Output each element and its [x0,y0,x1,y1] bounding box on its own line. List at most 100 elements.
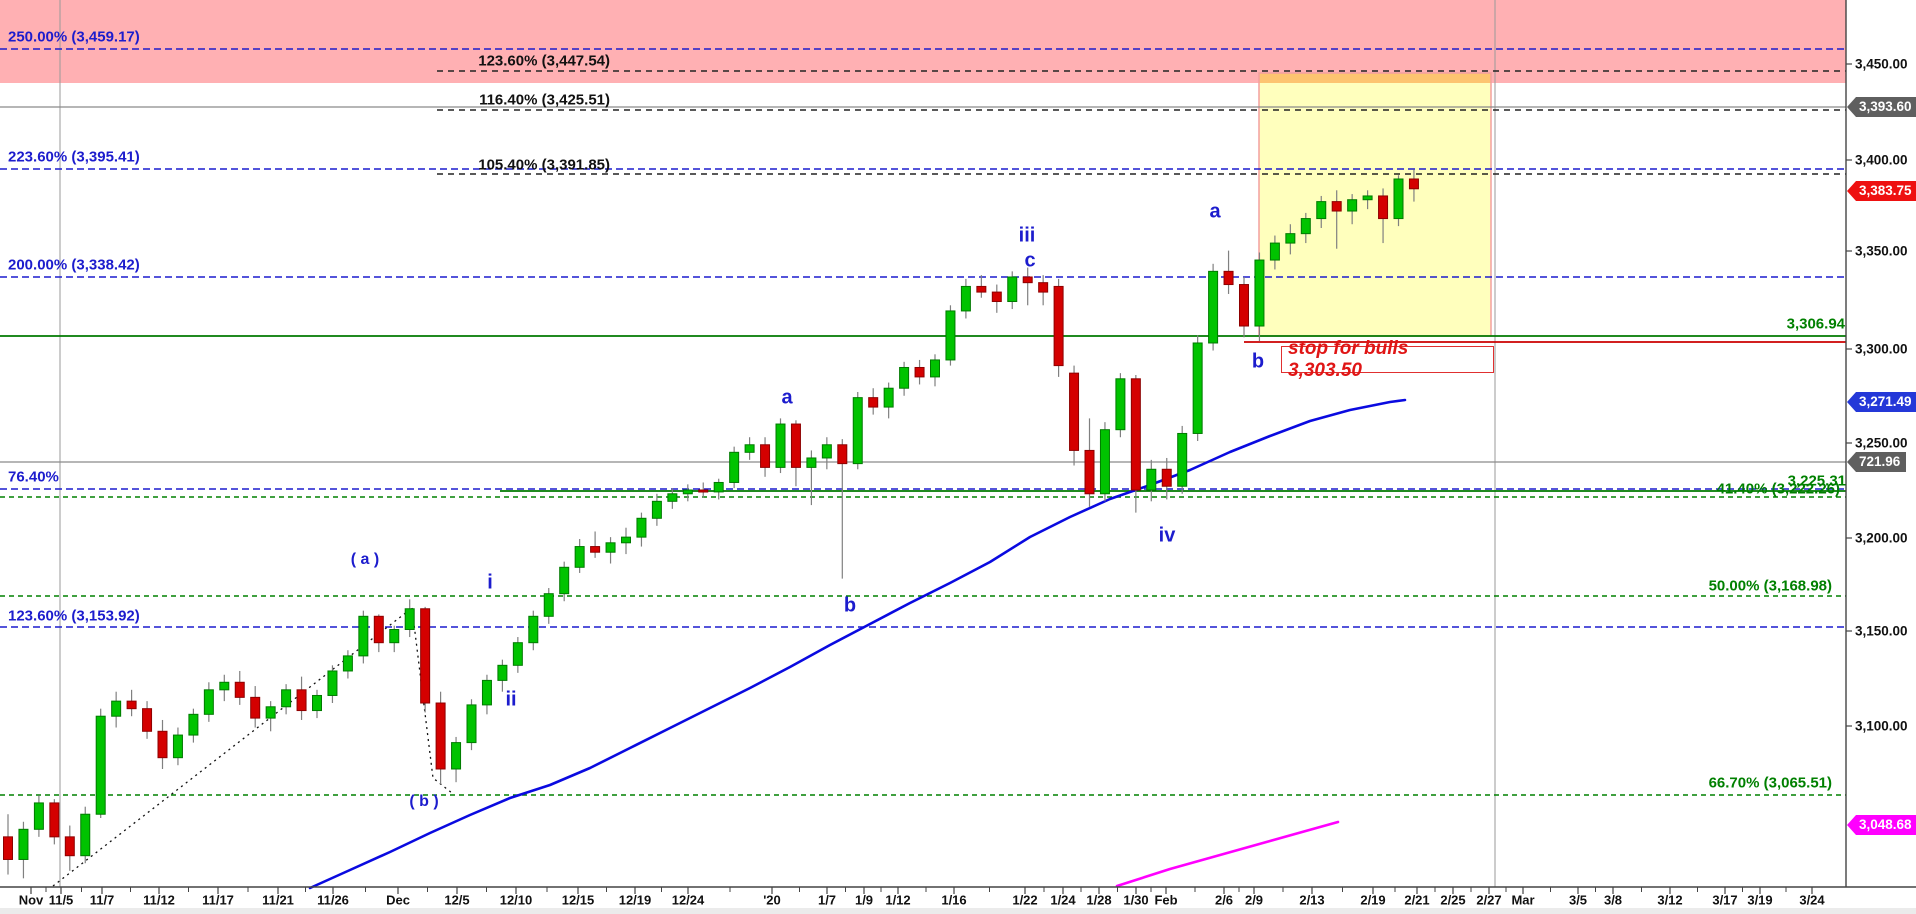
date-axis-label: 3/5 [1568,892,1588,908]
candle-body [95,715,106,815]
candle-body [945,310,956,361]
fib-level-label: 3,225.31 [1787,472,1846,490]
candle-body [991,291,1002,303]
date-axis-label: 2/6 [1214,892,1234,908]
candle-body [636,517,647,538]
date-axis-label: 3/12 [1657,892,1683,908]
date-axis-label: Mar [1511,892,1535,908]
elliott-wave-label: ii [505,688,517,711]
date-axis-label: Nov [18,892,44,908]
price-axis-badge: 721.96 [1847,452,1907,472]
date-axis-label: 1/30 [1123,892,1149,908]
date-axis-label: 11/21 [262,892,294,908]
candle-body [1300,218,1311,235]
date-axis-label: 2/25 [1440,892,1466,908]
price-axis-label: 3,100.00 [1855,718,1908,734]
date-axis-label: 11/12 [143,892,175,908]
price-axis-label: 3,350.00 [1855,243,1908,259]
elliott-wave-label: i [487,571,493,594]
zone-overlap-strip [1259,73,1491,83]
date-axis-label: 1/24 [1050,892,1076,908]
candle-body [420,608,431,704]
candle-body [574,546,585,568]
candle-body [157,730,168,759]
candle-body [497,664,508,681]
date-axis-label: Feb [1154,892,1178,908]
candle-body [435,702,446,770]
candle-body [466,704,477,744]
candle-body [1007,276,1018,303]
candle-body [80,813,91,857]
date-axis-label: 11/26 [317,892,349,908]
resistance-zone-pink [0,0,1846,83]
candle-body [605,542,616,553]
price-axis-badge: 3,383.75 [1847,181,1916,201]
date-axis-label: 2/13 [1299,892,1325,908]
target-zone-yellow [1259,73,1491,336]
stop-for-bulls-note[interactable]: stop for bulls 3,303.50 [1281,338,1494,381]
candle-body [265,706,276,719]
candle-body [18,828,29,860]
candle-body [976,285,987,293]
candle-body [219,681,230,691]
elliott-wave-label: c [1024,249,1036,272]
candle-body [930,359,940,378]
candle-body [1146,468,1157,491]
moving-average-magenta [1115,820,1340,888]
candle-body [1161,468,1172,487]
price-axis-label: 3,450.00 [1855,56,1908,72]
candle-body [281,689,292,708]
candle-body [1378,195,1389,220]
date-axis-label: 12/10 [499,892,533,908]
candle-body [960,285,971,312]
candle-body [172,734,183,759]
candle-body [775,423,786,468]
fib-level-label: 123.60% (3,153.92) [8,607,140,625]
candle-body [404,608,415,631]
candle-body [64,836,75,857]
candle-body [342,655,353,672]
candle-body [1069,372,1080,451]
date-axis-label: 3/8 [1603,892,1623,908]
date-axis-label: 2/21 [1404,892,1430,908]
candle-body [667,493,678,502]
date-axis-label: 1/16 [941,892,967,908]
candle-body [1269,242,1280,261]
candle-body [914,366,925,378]
elliott-wave-label: a [1209,200,1221,223]
candle-body [682,489,693,495]
fib-level-label: 116.40% (3,425.51) [479,91,610,109]
dotted-trendline [52,607,413,887]
date-axis-label: 11/5 [48,892,74,908]
candle-body [234,681,245,698]
candle-body [312,694,322,712]
candle-body [1408,178,1419,190]
candle-body [111,700,122,717]
date-axis-label: 2/19 [1360,892,1386,908]
candle-body [821,444,832,459]
candle-body [1223,270,1234,286]
fib-level-label: 123.60% (3,447.54) [478,52,610,70]
candle-body [126,700,137,710]
candle-body [1316,201,1327,220]
candle-body [327,670,338,696]
price-axis-badge: 3,271.49 [1847,392,1916,412]
date-axis-label: Dec [386,892,410,908]
candle-body [1038,282,1049,293]
candle-body [1254,259,1265,327]
date-axis-label: 11/7 [89,892,115,908]
elliott-wave-label: iv [1158,524,1176,547]
candle-body [296,689,307,712]
price-axis-label: 3,200.00 [1855,530,1908,546]
candle-body [1115,378,1126,431]
candle-body [528,615,539,644]
candle-body [543,593,554,617]
candle-body [1053,285,1064,367]
candle-body [1393,178,1404,220]
candle-body [760,444,771,468]
candle-body [790,423,801,468]
candle-body [806,457,817,468]
candle-body [899,366,910,389]
